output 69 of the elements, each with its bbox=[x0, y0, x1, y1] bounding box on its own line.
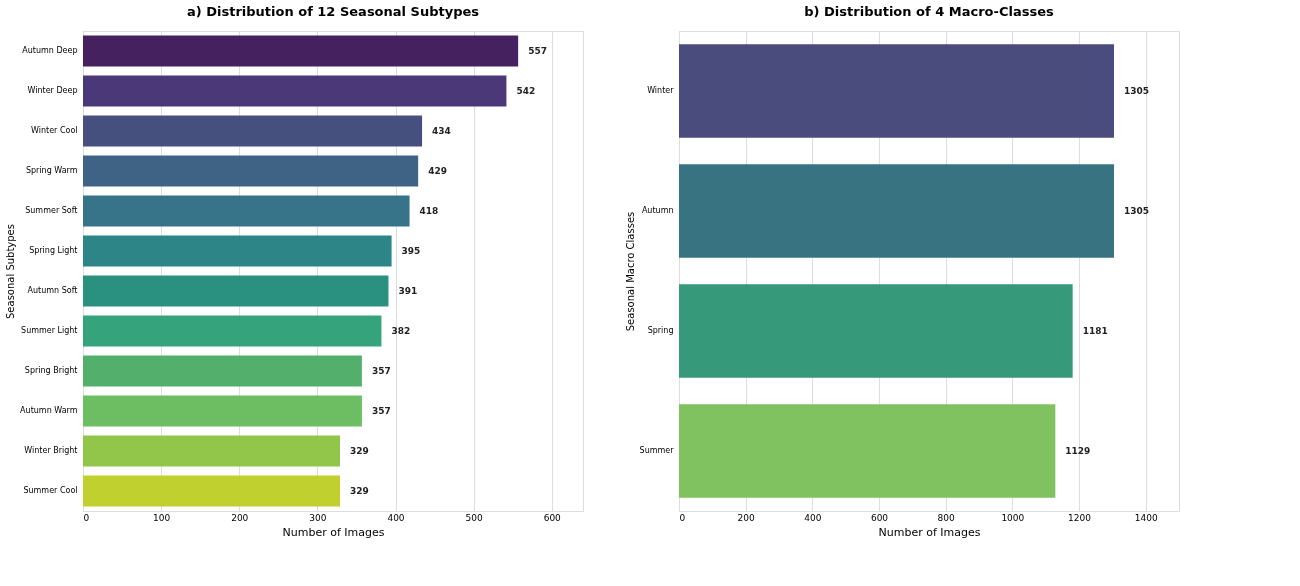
bar bbox=[83, 435, 341, 467]
data-label: 1181 bbox=[1082, 326, 1108, 336]
x-tick-label: 200 bbox=[231, 512, 249, 523]
x-axis-title: Number of Images bbox=[878, 525, 981, 539]
y-tick-label: Spring Light bbox=[29, 246, 78, 255]
x-tick-label: 100 bbox=[153, 512, 171, 523]
bar bbox=[83, 315, 382, 347]
data-label: 391 bbox=[398, 286, 418, 296]
x-tick-label: 500 bbox=[465, 512, 483, 523]
y-tick-label: Winter Cool bbox=[30, 126, 78, 135]
y-tick-label: Summer Soft bbox=[25, 206, 78, 215]
data-label: 418 bbox=[419, 206, 439, 216]
bar bbox=[83, 75, 507, 107]
bar bbox=[679, 44, 1114, 138]
x-tick-label: 0 bbox=[679, 512, 686, 523]
y-axis-title: Seasonal Macro Classes bbox=[624, 211, 636, 332]
x-tick-label: 600 bbox=[543, 512, 562, 523]
data-label: 382 bbox=[391, 326, 411, 336]
x-tick-label: 200 bbox=[737, 512, 756, 523]
chart-title: a) Distribution of 12 Seasonal Subtypes bbox=[186, 4, 480, 19]
y-tick-label: Summer Light bbox=[21, 326, 78, 335]
bar bbox=[83, 355, 362, 387]
x-tick-label: 1400 bbox=[1134, 512, 1158, 523]
bar bbox=[83, 235, 392, 267]
x-tick-label: 400 bbox=[387, 512, 405, 523]
chart-title: b) Distribution of 4 Macro-Classes bbox=[804, 4, 1054, 19]
bar bbox=[83, 195, 410, 227]
data-label: 557 bbox=[528, 46, 547, 56]
data-label: 429 bbox=[428, 166, 447, 176]
bar bbox=[679, 404, 1056, 498]
data-label: 542 bbox=[516, 86, 536, 96]
data-label: 1305 bbox=[1124, 206, 1150, 216]
y-tick-label: Summer bbox=[639, 446, 675, 455]
x-tick-label: 800 bbox=[937, 512, 956, 523]
y-axis-title: Seasonal Subtypes bbox=[5, 224, 17, 319]
bar bbox=[679, 284, 1073, 378]
data-label: 329 bbox=[350, 446, 369, 456]
y-tick-label: Winter Deep bbox=[27, 86, 78, 95]
x-axis-title: Number of Images bbox=[282, 525, 385, 539]
y-tick-label: Winter Bright bbox=[24, 446, 78, 455]
data-label: 434 bbox=[432, 126, 451, 136]
y-tick-label: Autumn Deep bbox=[22, 46, 78, 55]
y-tick-label: Winter bbox=[647, 86, 675, 95]
data-label: 329 bbox=[350, 486, 369, 496]
x-tick-label: 0 bbox=[83, 512, 90, 523]
y-tick-label: Summer Cool bbox=[23, 486, 78, 495]
y-tick-label: Autumn Warm bbox=[20, 406, 78, 415]
data-label: 1129 bbox=[1065, 446, 1091, 456]
bar bbox=[83, 115, 423, 147]
bar bbox=[83, 155, 419, 187]
y-tick-label: Spring bbox=[647, 326, 674, 335]
y-tick-label: Autumn bbox=[641, 206, 674, 215]
x-tick-label: 600 bbox=[870, 512, 889, 523]
bar bbox=[83, 395, 362, 427]
x-tick-label: 1000 bbox=[1001, 512, 1025, 523]
x-tick-label: 400 bbox=[804, 512, 822, 523]
data-label: 1305 bbox=[1124, 86, 1150, 96]
bar bbox=[83, 35, 519, 67]
data-label: 357 bbox=[371, 406, 391, 416]
data-label: 357 bbox=[371, 366, 391, 376]
y-tick-label: Spring Bright bbox=[24, 366, 78, 375]
bar bbox=[83, 475, 341, 507]
bar bbox=[679, 164, 1114, 258]
y-tick-label: Autumn Soft bbox=[27, 286, 78, 295]
data-label: 395 bbox=[401, 246, 421, 256]
bar bbox=[83, 275, 389, 307]
y-tick-label: Spring Warm bbox=[25, 166, 78, 175]
x-tick-label: 300 bbox=[309, 512, 327, 523]
x-tick-label: 1200 bbox=[1068, 512, 1092, 523]
